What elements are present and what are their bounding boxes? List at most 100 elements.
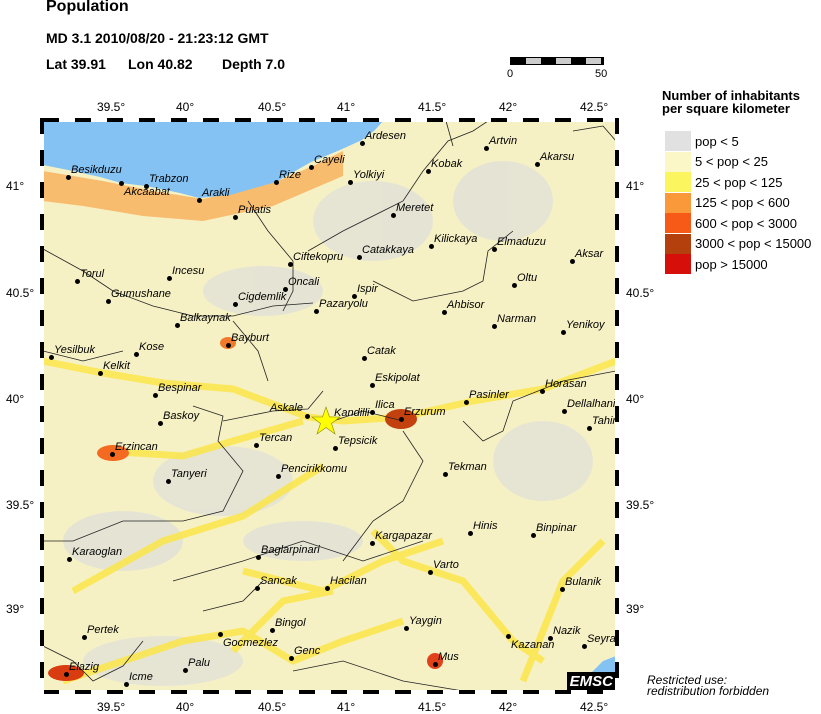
city-dot: [426, 169, 431, 174]
lat-label: Lat 39.91: [46, 56, 106, 72]
lon-tick-label: 41.5°: [418, 700, 447, 714]
city-dot: [468, 531, 473, 536]
city-label: Balkaynak: [180, 312, 231, 324]
lat-tick-label: 39.5°: [626, 498, 655, 512]
city-label: Eskipolat: [375, 372, 420, 384]
lon-tick-label: 40.5°: [258, 100, 287, 114]
lon-tick-label: 40.5°: [258, 700, 287, 714]
city-label: Tercan: [259, 432, 293, 444]
city-label: Oltu: [517, 272, 538, 284]
legend-swatch: [665, 233, 691, 254]
city-dot: [362, 356, 367, 361]
city-label: Kazanan: [511, 639, 555, 651]
city-dot: [464, 400, 469, 405]
map-area[interactable]: Besikduzu Akcaabat Trabzon Arakli Rize Cayeli…: [43, 121, 616, 691]
lat-tick-label: 39°: [626, 602, 645, 616]
city-label: Akarsu: [540, 151, 575, 163]
city-dot: [283, 287, 288, 292]
city-dot: [333, 446, 338, 451]
city-dot: [67, 557, 72, 562]
scale-bar: [510, 57, 604, 65]
city-label: Pazaryolu: [319, 298, 368, 310]
city-label: Gumushane: [111, 288, 171, 300]
legend-label: 25 < pop < 125: [695, 174, 783, 190]
city-label: Tahir: [592, 415, 616, 427]
city-dot: [512, 283, 517, 288]
scale-min: 0: [507, 68, 514, 80]
city-dot: [560, 587, 565, 592]
legend-swatch: [665, 213, 691, 233]
city-dot: [357, 255, 362, 260]
city-label: Oncali: [288, 276, 320, 288]
city-dot: [276, 474, 281, 479]
map-layers: [43, 121, 616, 691]
city-dot: [570, 259, 575, 264]
legend-item: 25 < pop < 125: [665, 172, 782, 192]
city-dot: [49, 355, 54, 360]
city-label: Catakkaya: [362, 244, 414, 256]
lon-tick-label: 41°: [337, 700, 356, 714]
lon-tick-label: 42.5°: [580, 700, 609, 714]
city-dot: [348, 180, 353, 185]
lon-tick-label: 40°: [176, 100, 195, 114]
city-label: Yolkiyi: [353, 169, 385, 181]
city-dot: [399, 417, 404, 422]
star-icon[interactable]: [311, 406, 341, 436]
legend-item: 3000 < pop < 15000: [665, 233, 811, 254]
city-label: Yenikoy: [566, 319, 605, 331]
legend-item: pop < 5: [665, 131, 739, 151]
city-label: Cayeli: [314, 154, 345, 166]
city-label: Gocmezlez: [223, 637, 279, 649]
city-label: Elmaduzu: [497, 236, 546, 248]
lat-tick-label: 41°: [6, 179, 25, 193]
city-dot: [314, 309, 319, 314]
city-label: Torul: [80, 268, 105, 280]
city-dot: [370, 410, 375, 415]
city-dot: [288, 262, 293, 267]
city-dot: [64, 672, 69, 677]
city-label: Pasinler: [469, 389, 509, 401]
lon-tick-label: 41°: [337, 100, 356, 114]
city-label: Icme: [129, 671, 153, 683]
city-dot: [197, 198, 202, 203]
city-dot: [548, 636, 553, 641]
city-label: Horasan: [545, 378, 587, 390]
frame-bottom: [43, 690, 616, 694]
city-dot: [166, 479, 171, 484]
city-dot: [360, 141, 365, 146]
lon-tick-label: 41.5°: [418, 100, 447, 114]
lat-tick-label: 40.5°: [626, 286, 655, 300]
usage-note-line2: redistribution forbidden: [647, 684, 770, 698]
city-label: Genc: [294, 645, 321, 657]
city-label: Bespinar: [158, 382, 202, 394]
city-dot: [561, 330, 566, 335]
city-label: Ispir: [357, 283, 378, 295]
city-dot: [254, 443, 259, 448]
city-label: Tekman: [448, 461, 487, 473]
legend-item: 600 < pop < 3000: [665, 213, 797, 233]
city-label: Pulatis: [238, 204, 272, 216]
lon-tick-label: 42°: [499, 700, 518, 714]
city-dot: [404, 626, 409, 631]
city-label: Rize: [279, 169, 302, 181]
city-label: Artvin: [489, 135, 518, 147]
city-label: Catak: [367, 345, 396, 357]
city-dot: [562, 409, 567, 414]
city-label: Mus: [438, 651, 459, 663]
legend-title-line1: Number of inhabitants: [662, 88, 800, 103]
city-label: Binpinar: [536, 522, 577, 534]
scale-max: 50: [595, 68, 608, 80]
city-label: Seyrar: [587, 633, 616, 645]
city-dot: [492, 324, 497, 329]
city-label: Askale: [269, 402, 303, 414]
road-corridors: [43, 357, 616, 685]
city-label: Kobak: [431, 158, 463, 170]
lon-label: Lon 40.82: [128, 56, 193, 72]
city-label: Ahbisor: [447, 299, 485, 311]
emsc-logo: EMSC: [566, 672, 616, 691]
city-dot: [443, 472, 448, 477]
city-dot: [110, 452, 115, 457]
city-label: Pencirikkomu: [281, 463, 348, 475]
city-dot: [134, 352, 139, 357]
city-label: Ciftekopru: [293, 251, 344, 263]
